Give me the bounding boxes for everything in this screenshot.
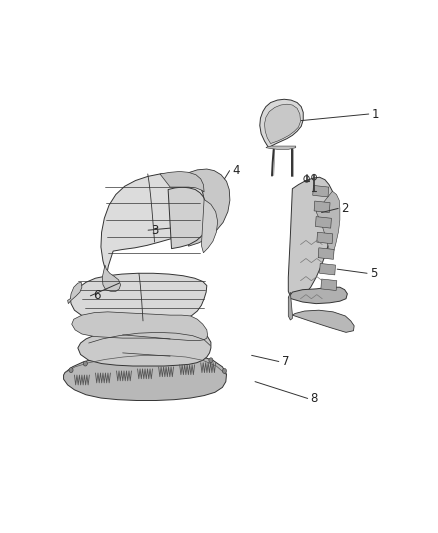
Polygon shape: [316, 191, 340, 256]
Text: 8: 8: [311, 392, 318, 405]
Circle shape: [209, 358, 213, 363]
Polygon shape: [265, 104, 300, 143]
Polygon shape: [288, 177, 334, 298]
Polygon shape: [78, 327, 211, 366]
Polygon shape: [67, 282, 82, 304]
Polygon shape: [313, 185, 328, 197]
Circle shape: [83, 361, 87, 366]
Circle shape: [69, 368, 73, 373]
Text: 2: 2: [341, 202, 349, 215]
Polygon shape: [160, 172, 204, 192]
Text: 1: 1: [372, 108, 379, 120]
Circle shape: [223, 368, 226, 374]
Polygon shape: [168, 187, 207, 248]
Text: 3: 3: [151, 224, 159, 237]
Polygon shape: [72, 312, 208, 341]
Text: 4: 4: [233, 164, 240, 177]
Polygon shape: [317, 232, 333, 244]
Polygon shape: [288, 292, 293, 320]
Polygon shape: [288, 287, 347, 304]
Polygon shape: [101, 173, 204, 285]
Text: 7: 7: [282, 355, 290, 368]
Text: 6: 6: [93, 289, 101, 302]
Text: 5: 5: [370, 267, 378, 280]
Polygon shape: [102, 265, 120, 292]
Polygon shape: [293, 310, 354, 333]
Polygon shape: [71, 273, 207, 322]
Polygon shape: [187, 169, 230, 246]
Polygon shape: [321, 279, 337, 290]
Polygon shape: [315, 216, 332, 228]
Polygon shape: [201, 199, 218, 253]
Polygon shape: [314, 201, 330, 213]
Polygon shape: [320, 263, 336, 275]
Polygon shape: [266, 146, 296, 149]
Polygon shape: [260, 99, 303, 148]
Polygon shape: [318, 248, 334, 260]
Polygon shape: [64, 352, 226, 400]
